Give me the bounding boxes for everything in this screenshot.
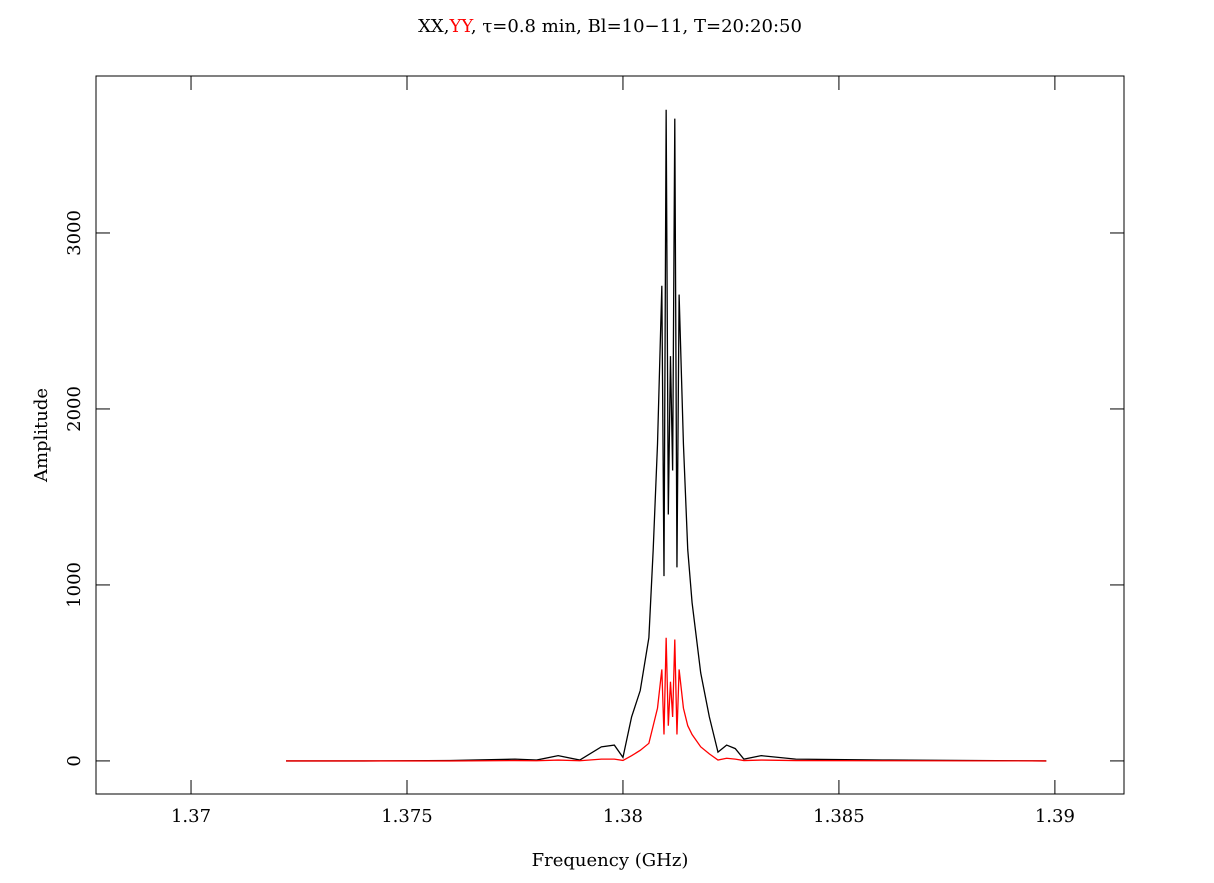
x-tick-label: 1.38	[603, 806, 643, 827]
y-tick-label: 2000	[64, 386, 85, 432]
x-tick-label: 1.37	[171, 806, 211, 827]
x-tick-label: 1.385	[813, 806, 865, 827]
title-part: YY	[448, 16, 474, 37]
y-axis-label: Amplitude	[31, 388, 52, 483]
x-axis-label: Frequency (GHz)	[532, 850, 689, 871]
series-line	[286, 637, 1047, 762]
series-line	[286, 109, 1047, 762]
plot-frame	[95, 75, 1125, 795]
y-tick-label: 0	[64, 755, 85, 766]
title-part: , τ=0.8 min, Bl=10−11, T=20:20:50	[471, 16, 802, 37]
x-tick-label: 1.375	[381, 806, 433, 827]
title-part: XX,	[418, 16, 449, 37]
chart-title: XX,YY, τ=0.8 min, Bl=10−11, T=20:20:50	[418, 16, 802, 37]
y-tick-label: 1000	[64, 562, 85, 608]
x-tick-label: 1.39	[1035, 806, 1075, 827]
y-tick-label: 3000	[64, 210, 85, 256]
